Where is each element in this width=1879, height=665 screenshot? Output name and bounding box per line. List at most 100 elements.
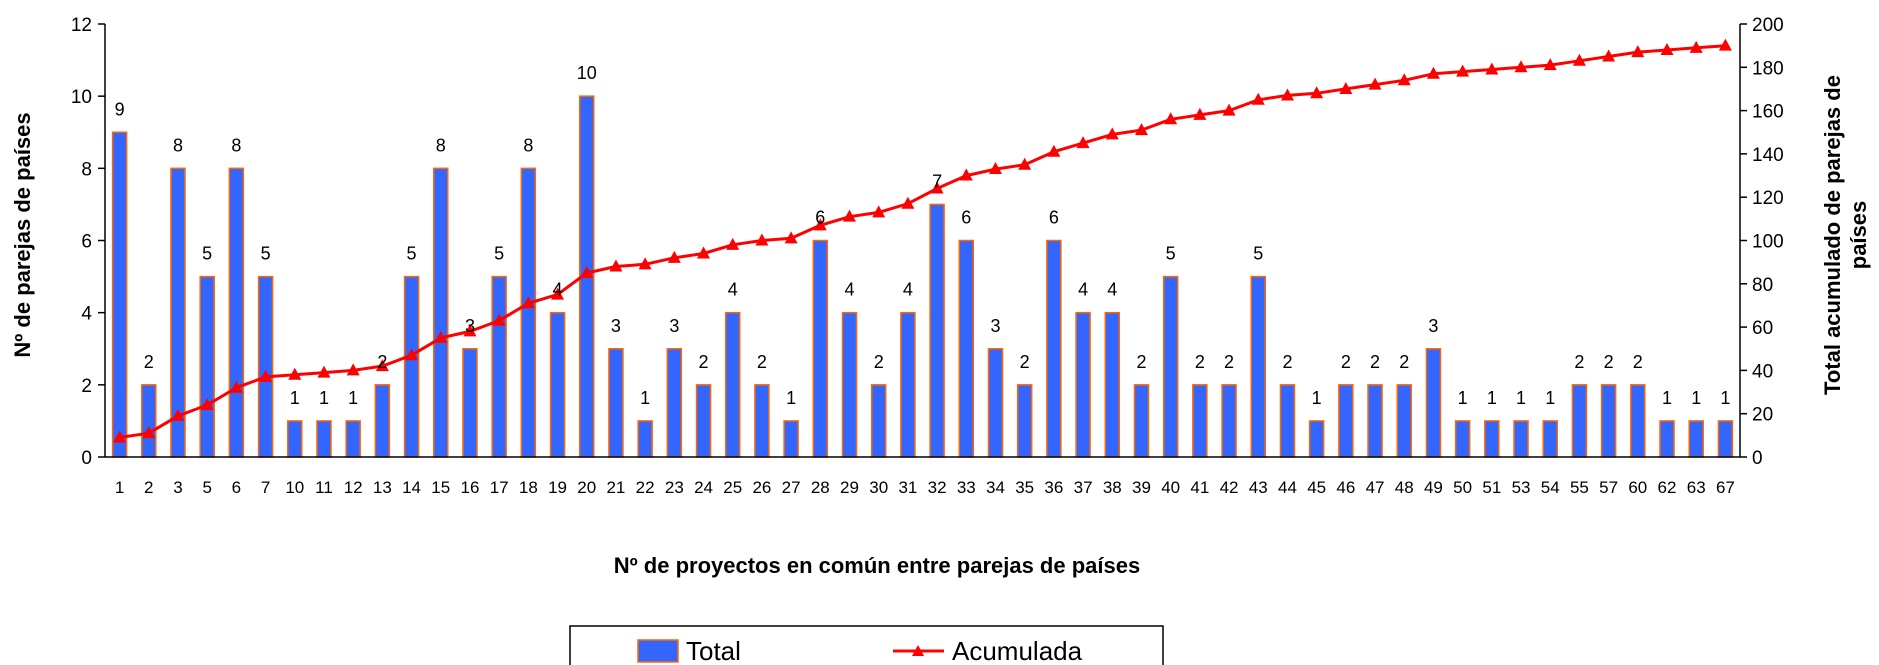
bar [812, 239, 829, 458]
data-label: 1 [348, 388, 358, 408]
bar [1688, 420, 1704, 458]
left-axis-tick-label: 4 [81, 304, 92, 325]
data-label: 4 [553, 280, 563, 300]
data-label: 2 [874, 352, 884, 372]
right-axis-tick-label: 80 [1752, 275, 1773, 296]
bar [111, 131, 128, 458]
data-label: 1 [1662, 388, 1672, 408]
bar [1717, 420, 1734, 458]
data-label: 1 [1516, 388, 1526, 408]
data-label: 3 [465, 316, 475, 336]
line-marker [1689, 40, 1703, 53]
x-axis-tick-label: 14 [402, 478, 421, 497]
x-axis-tick-label: 23 [665, 478, 684, 497]
x-axis-tick-label: 27 [782, 478, 801, 497]
bar [958, 239, 975, 458]
x-axis-tick-label: 1 [115, 478, 124, 497]
bar [900, 311, 916, 458]
right-axis-tick-label: 120 [1752, 188, 1784, 209]
line-marker [901, 196, 915, 209]
line-marker [375, 359, 389, 372]
data-label: 4 [903, 280, 913, 300]
x-axis-tick-label: 16 [460, 478, 479, 497]
bar [141, 384, 157, 458]
line-marker [609, 259, 623, 272]
x-axis-tick-label: 67 [1716, 478, 1735, 497]
x-axis-tick-label: 36 [1044, 478, 1063, 497]
data-label: 1 [1720, 388, 1730, 408]
right-axis-tick-label: 200 [1752, 15, 1784, 36]
bar [1659, 420, 1675, 458]
line-marker [434, 330, 448, 343]
x-axis-tick-label: 47 [1366, 478, 1385, 497]
x-axis-tick-label: 24 [694, 478, 713, 497]
x-axis-tick-label: 43 [1249, 478, 1268, 497]
x-axis-tick-label: 21 [606, 478, 625, 497]
bar [1133, 384, 1150, 458]
x-axis-tick-label: 50 [1453, 478, 1472, 497]
cumulative-line [119, 44, 1726, 439]
right-axis-tick-label: 100 [1752, 232, 1784, 253]
data-label: 1 [786, 388, 796, 408]
bar [1513, 420, 1529, 458]
category-labels-group: 1 2 3 5 6 7 10 11 12 13 14 15 16 17 18 19 20 21 22 23 24 25 26… [105, 456, 1740, 497]
line-marker [492, 313, 506, 326]
line-marker [959, 168, 973, 181]
data-label: 2 [1370, 352, 1380, 372]
x-axis-tick-label: 62 [1658, 478, 1677, 497]
line-marker [667, 250, 681, 263]
data-label: 2 [757, 352, 767, 372]
line-marker [1456, 64, 1470, 77]
bar [1075, 311, 1091, 458]
data-label: 4 [728, 280, 738, 300]
data-label: 6 [1049, 208, 1059, 228]
bar [666, 348, 683, 458]
data-label: 1 [1487, 388, 1497, 408]
bar [1367, 384, 1383, 458]
line-marker [1426, 66, 1440, 79]
bar [929, 203, 945, 458]
x-axis-tick-label: 34 [986, 478, 1005, 497]
line-marker [259, 369, 273, 382]
line-marker [1602, 49, 1616, 62]
data-label: 8 [231, 135, 241, 155]
line-marker [142, 426, 156, 439]
bar [433, 167, 449, 458]
x-axis-tick-label: 53 [1512, 478, 1531, 497]
left-axis-group: 0 2 4 6 8 10 12 [71, 15, 106, 469]
x-axis-tick-label: 6 [232, 478, 241, 497]
bar [462, 348, 478, 458]
data-label: 2 [377, 352, 387, 372]
bar [1425, 348, 1442, 458]
data-label: 3 [1428, 316, 1438, 336]
right-axis-title-line: Total acumulado de parejas de [1820, 75, 1845, 395]
right-axis-tick-label: 140 [1752, 145, 1784, 166]
x-axis-tick-label: 55 [1570, 478, 1589, 497]
x-axis-tick-label: 20 [577, 478, 596, 497]
line-marker [580, 265, 594, 278]
bar [403, 275, 420, 458]
line-marker [405, 348, 419, 361]
data-label: 2 [1136, 352, 1146, 372]
data-label: 4 [1078, 280, 1088, 300]
bar [257, 275, 274, 458]
x-axis-tick-label: 3 [173, 478, 182, 497]
bar [1104, 311, 1121, 458]
data-label: 8 [523, 135, 533, 155]
left-axis-tick-label: 6 [81, 232, 92, 253]
line-marker [843, 209, 857, 222]
line-marker [726, 237, 740, 250]
bar [199, 275, 215, 458]
data-label: 3 [669, 316, 679, 336]
data-label: 6 [961, 208, 971, 228]
legend-label-acumulada: Acumulada [952, 636, 1083, 665]
data-label: 2 [1399, 352, 1409, 372]
x-axis-tick-label: 10 [285, 478, 304, 497]
line-marker [346, 363, 360, 376]
x-axis-tick-label: 57 [1599, 478, 1618, 497]
x-axis-tick-label: 33 [957, 478, 976, 497]
x-axis-tick-label: 31 [898, 478, 917, 497]
bar [1542, 420, 1558, 458]
